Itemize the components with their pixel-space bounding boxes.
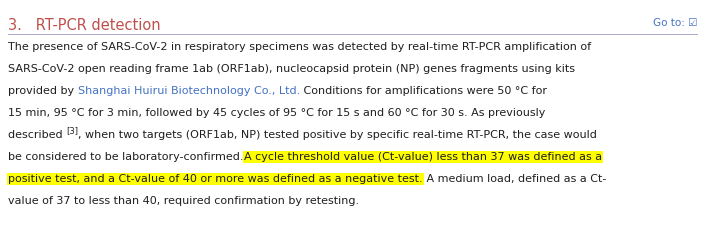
Text: SARS-CoV-2 open reading frame 1ab (ORF1ab), nucleocapsid protein (NP) genes frag: SARS-CoV-2 open reading frame 1ab (ORF1a… — [8, 64, 575, 74]
Text: provided by: provided by — [8, 86, 78, 96]
Text: described: described — [8, 130, 66, 140]
Text: 3.   RT-PCR detection: 3. RT-PCR detection — [8, 18, 161, 33]
Text: 15 min, 95 °C for 3 min, followed by 45 cycles of 95 °C for 15 s and 60 °C for 3: 15 min, 95 °C for 3 min, followed by 45 … — [8, 108, 546, 118]
Text: The presence of SARS-CoV-2 in respiratory specimens was detected by real-time RT: The presence of SARS-CoV-2 in respirator… — [8, 42, 591, 52]
Text: [3]: [3] — [66, 126, 78, 135]
Text: be considered to be laboratory-confirmed.: be considered to be laboratory-confirmed… — [8, 152, 243, 162]
Text: A medium load, defined as a Ct-: A medium load, defined as a Ct- — [422, 174, 606, 184]
Text: positive test, and a Ct-value of 40 or more was defined as a negative test.: positive test, and a Ct-value of 40 or m… — [8, 174, 422, 184]
Text: Shanghai Huirui Biotechnology Co., Ltd.: Shanghai Huirui Biotechnology Co., Ltd. — [78, 86, 300, 96]
Text: A cycle threshold value (Ct-value) less than 37 was defined as a: A cycle threshold value (Ct-value) less … — [243, 152, 601, 162]
Text: Conditions for amplifications were 50 °C for: Conditions for amplifications were 50 °C… — [300, 86, 547, 96]
Text: value of 37 to less than 40, required confirmation by retesting.: value of 37 to less than 40, required co… — [8, 196, 359, 206]
Text: , when two targets (ORF1ab, NP) tested positive by specific real-time RT-PCR, th: , when two targets (ORF1ab, NP) tested p… — [78, 130, 597, 140]
Text: Go to: ☑: Go to: ☑ — [653, 18, 697, 28]
